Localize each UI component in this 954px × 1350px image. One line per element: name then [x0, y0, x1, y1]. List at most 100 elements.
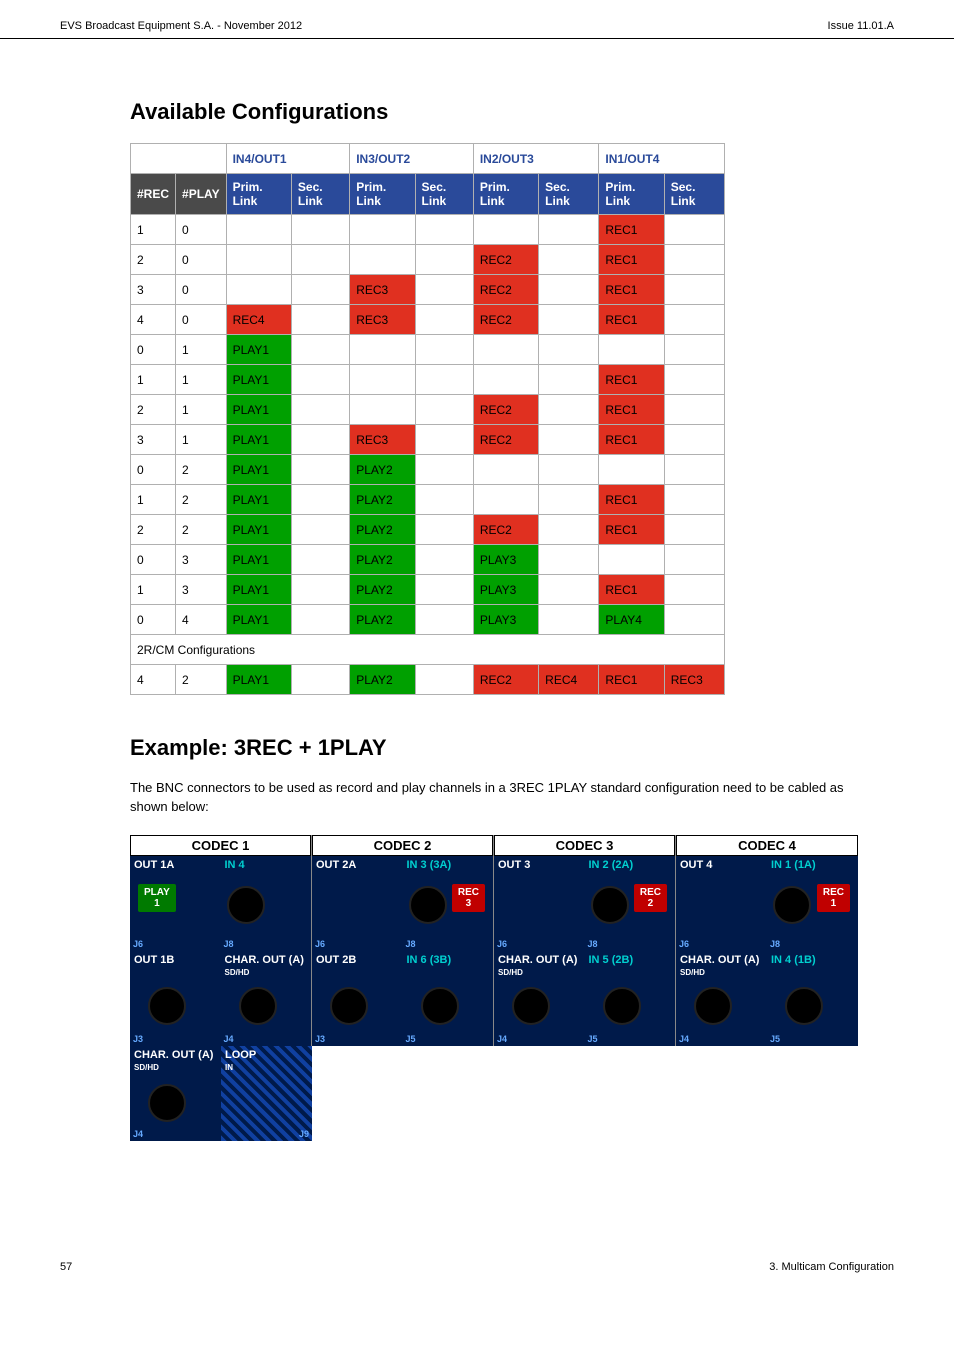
table-row: 22PLAY1PLAY2REC2REC1	[131, 515, 725, 545]
play-cell: 0	[176, 245, 227, 275]
data-cell	[415, 245, 473, 275]
data-cell	[415, 275, 473, 305]
port-left-bot: CHAR. OUT (A)SD/HD	[498, 954, 581, 978]
data-cell	[539, 215, 599, 245]
data-cell: REC3	[350, 425, 415, 455]
data-cell	[350, 215, 415, 245]
page-content: Available Configurations IN4/OUT1 IN3/OU…	[0, 39, 954, 1141]
rec-cell: 0	[131, 605, 176, 635]
data-cell: PLAY1	[226, 365, 291, 395]
section1-title: Available Configurations	[130, 99, 854, 125]
data-cell: REC2	[473, 515, 538, 545]
data-cell: REC1	[599, 485, 664, 515]
rec-cell: 0	[131, 455, 176, 485]
table-row: 02PLAY1PLAY2	[131, 455, 725, 485]
data-cell	[539, 245, 599, 275]
data-cell	[291, 335, 349, 365]
data-cell	[539, 605, 599, 635]
data-cell	[664, 275, 724, 305]
data-cell	[415, 335, 473, 365]
data-cell: REC1	[599, 665, 664, 695]
data-cell	[350, 335, 415, 365]
play-cell: 0	[176, 305, 227, 335]
connector-icon	[330, 987, 368, 1025]
badge: REC2	[634, 884, 667, 912]
data-cell: REC1	[599, 365, 664, 395]
data-cell: REC3	[350, 275, 415, 305]
jlabel: J6	[679, 939, 689, 949]
connector-icon	[148, 987, 186, 1025]
port-left: CHAR. OUT (A)SD/HD	[134, 1049, 217, 1073]
data-cell: REC4	[226, 305, 291, 335]
table-row: 10REC1	[131, 215, 725, 245]
data-cell: PLAY1	[226, 455, 291, 485]
data-cell: REC1	[599, 305, 664, 335]
data-cell	[473, 335, 538, 365]
codec-extra-block: CHAR. OUT (A)SD/HD J4 LOOPIN J9	[130, 1046, 312, 1141]
rec-cell: 1	[131, 485, 176, 515]
data-cell	[291, 305, 349, 335]
data-cell	[664, 395, 724, 425]
data-cell	[664, 545, 724, 575]
table-subheader-row: 2R/CM Configurations	[131, 635, 725, 665]
data-cell	[291, 365, 349, 395]
data-cell	[664, 425, 724, 455]
data-cell	[473, 365, 538, 395]
jlabel: J9	[299, 1129, 309, 1139]
port-left-top: OUT 2A	[316, 859, 399, 871]
table-group-header-row: IN4/OUT1 IN3/OUT2 IN2/OUT3 IN1/OUT4	[131, 144, 725, 174]
data-cell: REC1	[599, 575, 664, 605]
table-row: 30REC3REC2REC1	[131, 275, 725, 305]
data-cell: REC2	[473, 395, 538, 425]
jlabel: J4	[497, 1034, 507, 1044]
data-cell: REC1	[599, 215, 664, 245]
connector-icon	[409, 886, 447, 924]
rec-header: #REC	[131, 174, 176, 215]
jlabel: J8	[588, 939, 598, 949]
data-cell	[291, 485, 349, 515]
port-left-bot: CHAR. OUT (A)SD/HD	[680, 954, 763, 978]
data-cell	[415, 215, 473, 245]
jlabel: J8	[224, 939, 234, 949]
port-right-top: IN 2 (2A)	[589, 859, 672, 871]
jlabel: J4	[679, 1034, 689, 1044]
port-left-bot: OUT 2B	[316, 954, 399, 966]
body-text: The BNC connectors to be used as record …	[130, 779, 854, 817]
port-right-bot: CHAR. OUT (A)SD/HD	[225, 954, 308, 978]
jlabel: J8	[406, 939, 416, 949]
jlabel: J4	[133, 1129, 143, 1139]
rec-cell: 3	[131, 425, 176, 455]
data-cell: PLAY2	[350, 605, 415, 635]
data-cell	[539, 275, 599, 305]
col-header: Prim. Link	[350, 174, 415, 215]
data-cell	[473, 485, 538, 515]
data-cell: PLAY1	[226, 665, 291, 695]
data-cell	[473, 455, 538, 485]
table-col-header-row: #REC #PLAY Prim. Link Sec. Link Prim. Li…	[131, 174, 725, 215]
data-cell	[664, 575, 724, 605]
badge: REC3	[452, 884, 485, 912]
data-cell	[415, 365, 473, 395]
connector-icon	[239, 987, 277, 1025]
data-cell: PLAY2	[350, 545, 415, 575]
play-cell: 1	[176, 335, 227, 365]
data-cell	[415, 545, 473, 575]
play-cell: 4	[176, 605, 227, 635]
rec-cell: 2	[131, 395, 176, 425]
data-cell: REC1	[599, 245, 664, 275]
data-cell: PLAY3	[473, 605, 538, 635]
data-cell	[539, 575, 599, 605]
port-left-top: OUT 4	[680, 859, 763, 871]
data-cell	[350, 245, 415, 275]
jlabel: J5	[588, 1034, 598, 1044]
data-cell	[291, 215, 349, 245]
data-cell	[664, 215, 724, 245]
blank-header	[131, 144, 227, 174]
rec-cell: 2	[131, 515, 176, 545]
data-cell	[350, 395, 415, 425]
data-cell	[599, 545, 664, 575]
play-cell: 0	[176, 275, 227, 305]
play-header: #PLAY	[176, 174, 227, 215]
data-cell: REC3	[350, 305, 415, 335]
data-cell	[664, 515, 724, 545]
